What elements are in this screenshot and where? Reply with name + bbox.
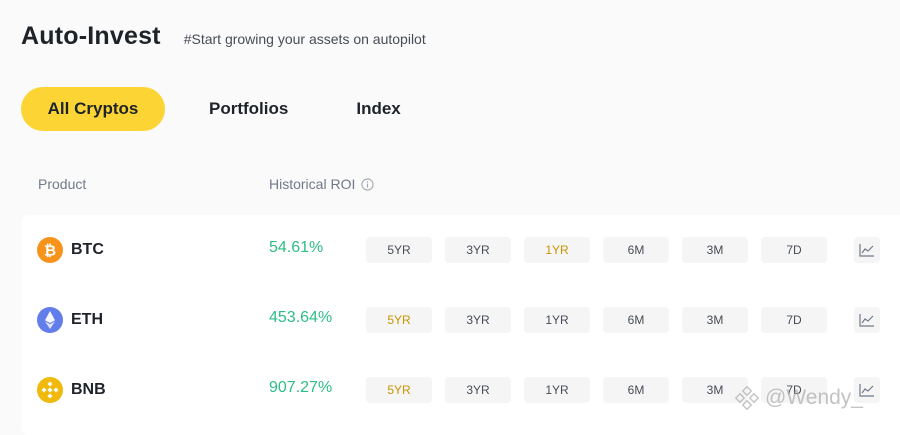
- column-header-roi-label: Historical ROI: [269, 176, 356, 192]
- column-header-roi: Historical ROI: [269, 176, 374, 192]
- line-chart-icon: [859, 244, 874, 257]
- chart-button[interactable]: [854, 307, 880, 333]
- page-header: Auto-Invest #Start growing your assets o…: [21, 22, 426, 51]
- tab-index[interactable]: Index: [356, 99, 401, 118]
- page-subtitle: #Start growing your assets on autopilot: [183, 31, 426, 47]
- table-row[interactable]: ₿ BTC 54.61% 5YR 3YR 1YR 6M 3M 7D: [21, 215, 900, 285]
- svg-text:₿: ₿: [44, 242, 56, 260]
- chart-button[interactable]: [854, 237, 880, 263]
- column-header-product: Product: [38, 176, 87, 192]
- period-7d[interactable]: 7D: [761, 307, 827, 333]
- period-6m[interactable]: 6M: [603, 377, 669, 403]
- coin-cell: ₿ BTC: [37, 237, 104, 263]
- period-7d[interactable]: 7D: [761, 377, 827, 403]
- watermark-text: @Wendy_: [765, 386, 863, 409]
- tab-all-cryptos[interactable]: All Cryptos: [21, 87, 165, 131]
- bnb-icon: [37, 377, 63, 403]
- period-5yr[interactable]: 5YR: [366, 377, 432, 403]
- period-3yr[interactable]: 3YR: [445, 237, 511, 263]
- period-6m[interactable]: 6M: [603, 237, 669, 263]
- eth-icon: [37, 307, 63, 333]
- period-1yr[interactable]: 1YR: [524, 377, 590, 403]
- coin-name: BNB: [71, 381, 106, 398]
- period-5yr[interactable]: 5YR: [366, 237, 432, 263]
- page-title: Auto-Invest: [21, 22, 161, 50]
- period-5yr[interactable]: 5YR: [366, 307, 432, 333]
- roi-value: 54.61%: [269, 239, 324, 256]
- crypto-table: ₿ BTC 54.61% 5YR 3YR 1YR 6M 3M 7D: [21, 215, 900, 435]
- roi-value: 907.27%: [269, 379, 333, 396]
- period-1yr[interactable]: 1YR: [524, 307, 590, 333]
- period-3m[interactable]: 3M: [682, 307, 748, 333]
- chart-button[interactable]: [854, 377, 880, 403]
- table-row[interactable]: ETH 453.64% 5YR 3YR 1YR 6M 3M 7D: [21, 285, 900, 355]
- tab-portfolios[interactable]: Portfolios: [209, 99, 289, 118]
- period-1yr[interactable]: 1YR: [524, 237, 590, 263]
- line-chart-icon: [859, 314, 874, 327]
- period-selector: 5YR 3YR 1YR 6M 3M 7D: [366, 377, 840, 403]
- watermark: @Wendy_: [735, 386, 863, 410]
- coin-cell: ETH: [37, 307, 103, 333]
- period-3m[interactable]: 3M: [682, 237, 748, 263]
- period-selector: 5YR 3YR 1YR 6M 3M 7D: [366, 237, 840, 263]
- line-chart-icon: [859, 384, 874, 397]
- category-tabs: All Cryptos Portfolios Index: [21, 87, 427, 131]
- period-6m[interactable]: 6M: [603, 307, 669, 333]
- coin-cell: BNB: [37, 377, 106, 403]
- period-3yr[interactable]: 3YR: [445, 307, 511, 333]
- watermark-logo-icon: [735, 386, 759, 410]
- roi-value: 453.64%: [269, 309, 333, 326]
- info-icon[interactable]: [361, 177, 374, 191]
- table-row[interactable]: BNB 907.27% 5YR 3YR 1YR 6M 3M 7D: [21, 355, 900, 425]
- period-selector: 5YR 3YR 1YR 6M 3M 7D: [366, 307, 840, 333]
- period-3yr[interactable]: 3YR: [445, 377, 511, 403]
- period-7d[interactable]: 7D: [761, 237, 827, 263]
- btc-icon: ₿: [37, 237, 63, 263]
- coin-name: ETH: [71, 311, 103, 328]
- coin-name: BTC: [71, 241, 104, 258]
